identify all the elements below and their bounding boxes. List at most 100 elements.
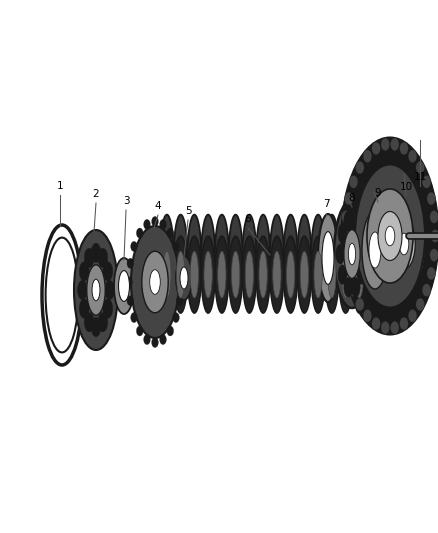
Ellipse shape (126, 277, 132, 287)
Ellipse shape (338, 265, 347, 284)
Ellipse shape (372, 180, 378, 192)
Ellipse shape (401, 171, 407, 182)
Ellipse shape (351, 278, 360, 297)
Ellipse shape (136, 228, 143, 238)
Ellipse shape (160, 236, 174, 313)
Ellipse shape (366, 304, 371, 317)
Ellipse shape (150, 270, 160, 294)
Ellipse shape (385, 226, 395, 246)
Ellipse shape (427, 205, 433, 215)
Text: 10: 10 (399, 182, 413, 192)
Text: 4: 4 (155, 201, 161, 211)
Ellipse shape (256, 236, 270, 313)
Ellipse shape (144, 335, 150, 344)
Ellipse shape (344, 211, 353, 230)
Ellipse shape (190, 251, 198, 298)
Ellipse shape (367, 189, 413, 283)
Ellipse shape (91, 318, 101, 337)
Ellipse shape (427, 192, 435, 205)
Ellipse shape (167, 326, 173, 336)
Ellipse shape (176, 259, 183, 268)
Ellipse shape (322, 232, 334, 285)
Ellipse shape (409, 173, 415, 184)
Ellipse shape (360, 192, 365, 205)
Ellipse shape (297, 236, 311, 313)
Ellipse shape (105, 280, 114, 300)
Ellipse shape (401, 306, 407, 317)
Ellipse shape (430, 221, 436, 232)
Ellipse shape (393, 173, 399, 184)
Ellipse shape (408, 310, 417, 322)
Ellipse shape (352, 224, 357, 236)
Ellipse shape (342, 249, 350, 262)
Ellipse shape (430, 211, 438, 223)
Ellipse shape (78, 280, 87, 300)
Ellipse shape (159, 335, 166, 344)
Ellipse shape (392, 224, 398, 236)
Ellipse shape (131, 241, 138, 252)
Ellipse shape (342, 251, 350, 298)
Ellipse shape (369, 251, 377, 298)
Ellipse shape (273, 251, 281, 298)
Ellipse shape (338, 224, 347, 243)
Ellipse shape (173, 241, 179, 252)
Ellipse shape (353, 236, 366, 313)
Ellipse shape (314, 251, 322, 298)
Ellipse shape (103, 262, 113, 281)
Ellipse shape (204, 251, 212, 298)
Ellipse shape (119, 271, 130, 301)
Ellipse shape (177, 277, 184, 287)
Ellipse shape (380, 286, 386, 297)
Ellipse shape (427, 267, 435, 280)
Ellipse shape (232, 251, 240, 298)
Ellipse shape (416, 180, 422, 191)
Ellipse shape (430, 249, 438, 262)
Ellipse shape (92, 279, 100, 301)
Ellipse shape (348, 243, 356, 265)
Ellipse shape (355, 165, 425, 308)
Ellipse shape (242, 215, 257, 308)
Ellipse shape (357, 265, 366, 284)
Ellipse shape (344, 267, 353, 280)
Ellipse shape (74, 230, 118, 350)
Ellipse shape (228, 215, 243, 308)
Ellipse shape (311, 215, 325, 308)
Ellipse shape (103, 299, 113, 318)
Ellipse shape (385, 192, 390, 205)
Ellipse shape (114, 258, 134, 314)
Ellipse shape (430, 256, 436, 267)
Ellipse shape (342, 211, 350, 223)
Ellipse shape (393, 219, 415, 269)
Ellipse shape (98, 248, 108, 268)
Ellipse shape (131, 226, 179, 338)
Ellipse shape (173, 312, 179, 322)
Ellipse shape (167, 228, 173, 238)
Ellipse shape (362, 211, 388, 289)
Ellipse shape (270, 236, 284, 313)
Ellipse shape (390, 138, 399, 151)
Ellipse shape (286, 251, 295, 298)
Ellipse shape (393, 304, 399, 315)
Ellipse shape (159, 220, 166, 230)
Ellipse shape (339, 215, 353, 308)
Ellipse shape (131, 312, 138, 322)
Ellipse shape (409, 304, 415, 315)
Ellipse shape (142, 251, 168, 313)
Ellipse shape (375, 205, 381, 215)
Ellipse shape (355, 251, 364, 298)
Text: 7: 7 (323, 199, 329, 209)
Ellipse shape (311, 236, 325, 313)
Ellipse shape (390, 321, 399, 334)
Ellipse shape (360, 295, 365, 308)
Ellipse shape (245, 251, 254, 298)
Ellipse shape (177, 251, 185, 298)
Ellipse shape (379, 183, 384, 196)
Ellipse shape (215, 215, 229, 308)
Ellipse shape (389, 207, 395, 219)
Ellipse shape (256, 215, 270, 308)
Ellipse shape (85, 313, 94, 332)
Ellipse shape (351, 244, 357, 256)
Ellipse shape (389, 281, 395, 293)
Ellipse shape (152, 337, 159, 348)
Ellipse shape (366, 215, 380, 308)
